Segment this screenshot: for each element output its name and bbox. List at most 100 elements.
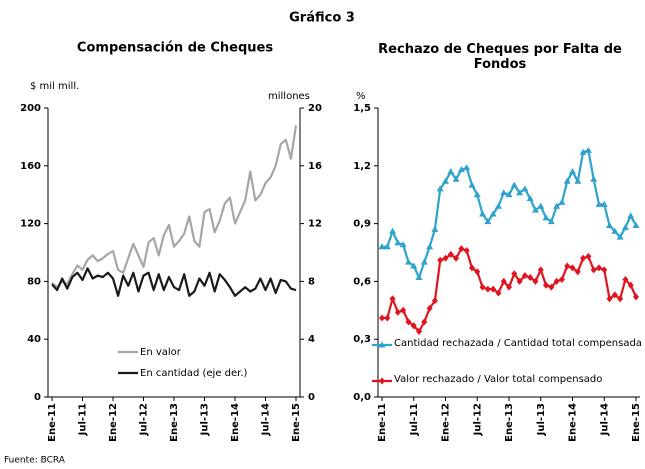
data-point <box>484 218 492 225</box>
x-tick-label: Jul-12 <box>472 403 483 436</box>
data-point <box>516 277 523 285</box>
x-tick-label: Ene-12 <box>108 403 119 442</box>
data-point <box>611 291 618 299</box>
data-point <box>506 283 512 291</box>
data-point <box>548 283 555 291</box>
data-point <box>394 308 401 316</box>
data-point <box>600 200 608 207</box>
data-point <box>479 210 487 217</box>
data-point <box>574 177 582 184</box>
data-point <box>416 327 423 335</box>
data-point <box>400 306 407 314</box>
data-point <box>436 185 444 192</box>
data-point <box>494 202 502 209</box>
x-tick-label: Ene-11 <box>377 403 388 442</box>
data-point <box>606 295 613 303</box>
x-tick-label: Jul-13 <box>536 403 547 436</box>
y-axis-label: $ mil mill. <box>30 81 79 92</box>
data-point <box>495 289 502 297</box>
data-point <box>399 241 407 248</box>
data-point <box>601 266 608 274</box>
data-point <box>564 262 571 270</box>
data-point <box>442 254 449 262</box>
x-tick-label: Ene-13 <box>169 403 180 442</box>
data-point <box>633 293 639 301</box>
data-point <box>405 318 412 326</box>
data-point <box>510 181 518 188</box>
data-point <box>474 268 481 276</box>
data-point <box>621 223 629 230</box>
y2-axis-label: millones <box>268 91 310 102</box>
data-point <box>590 266 597 274</box>
data-point <box>521 272 528 280</box>
chart-title: Compensación de Cheques <box>77 41 273 56</box>
data-line <box>51 125 298 289</box>
data-point <box>595 264 602 272</box>
data-point <box>516 189 524 196</box>
y-tick-label: 1,2 <box>353 161 371 172</box>
x-tick-label: Ene-14 <box>568 403 579 442</box>
data-point <box>410 322 417 330</box>
data-point <box>505 191 513 198</box>
data-point <box>420 258 428 265</box>
data-point <box>468 181 476 188</box>
x-tick-label: Jul-11 <box>409 403 420 436</box>
data-point <box>616 233 624 240</box>
x-tick-label: Jul-14 <box>261 403 272 436</box>
legend-label: Valor rechazado / Valor total compensado <box>394 374 603 385</box>
data-point <box>437 256 444 264</box>
data-point <box>458 245 465 253</box>
data-point <box>421 318 428 326</box>
data-point <box>595 200 603 207</box>
data-point <box>547 218 555 225</box>
x-tick-label: Jul-11 <box>78 403 89 436</box>
data-point <box>569 264 576 272</box>
x-tick-label: Ene-15 <box>291 403 302 442</box>
data-point <box>383 243 391 250</box>
data-point <box>447 168 455 175</box>
data-point <box>632 222 640 229</box>
data-point <box>468 264 475 272</box>
data-point <box>463 247 470 255</box>
data-point <box>457 166 465 173</box>
data-point <box>489 210 497 217</box>
y-tick-label: 120 <box>20 219 41 230</box>
data-point <box>426 243 434 250</box>
data-point <box>617 295 624 303</box>
data-point <box>563 177 571 184</box>
y2-tick-label: 16 <box>308 161 322 172</box>
y-tick-label: 0,0 <box>353 392 371 403</box>
data-point <box>384 314 391 322</box>
y-tick-label: 0,6 <box>353 276 371 287</box>
y-axis-label: % <box>356 91 366 102</box>
data-point <box>543 281 550 289</box>
data-point <box>426 304 433 312</box>
data-point <box>532 277 539 285</box>
data-point <box>584 146 592 153</box>
data-line <box>382 149 637 279</box>
y-tick-label: 80 <box>27 276 41 287</box>
y-tick-label: 40 <box>27 334 41 345</box>
data-line <box>51 267 297 297</box>
data-point <box>394 239 402 246</box>
data-point <box>558 198 566 205</box>
y2-tick-label: 0 <box>308 392 315 403</box>
data-point <box>521 185 529 192</box>
data-point <box>569 168 576 175</box>
y-tick-label: 0 <box>34 392 41 403</box>
data-point <box>622 275 629 283</box>
data-point <box>447 250 454 258</box>
data-point <box>415 274 423 281</box>
data-point <box>404 258 412 265</box>
legend-label: En valor <box>140 347 182 358</box>
data-point <box>611 227 619 234</box>
data-point <box>537 266 544 274</box>
x-tick-label: Jul-14 <box>599 403 610 436</box>
y2-tick-label: 8 <box>308 276 315 287</box>
y-tick-label: 200 <box>20 103 41 114</box>
data-point <box>378 243 386 250</box>
x-tick-label: Ene-14 <box>230 403 241 442</box>
data-point <box>537 202 545 209</box>
